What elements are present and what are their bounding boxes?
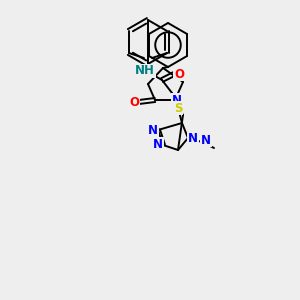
Text: N: N xyxy=(201,134,211,146)
Text: S: S xyxy=(174,101,182,115)
Text: NH: NH xyxy=(135,64,155,77)
Text: O: O xyxy=(174,68,184,80)
Text: N: N xyxy=(148,124,158,136)
Text: N: N xyxy=(188,131,198,145)
Text: O: O xyxy=(129,95,139,109)
Text: N: N xyxy=(172,94,182,106)
Text: N: N xyxy=(153,137,163,151)
